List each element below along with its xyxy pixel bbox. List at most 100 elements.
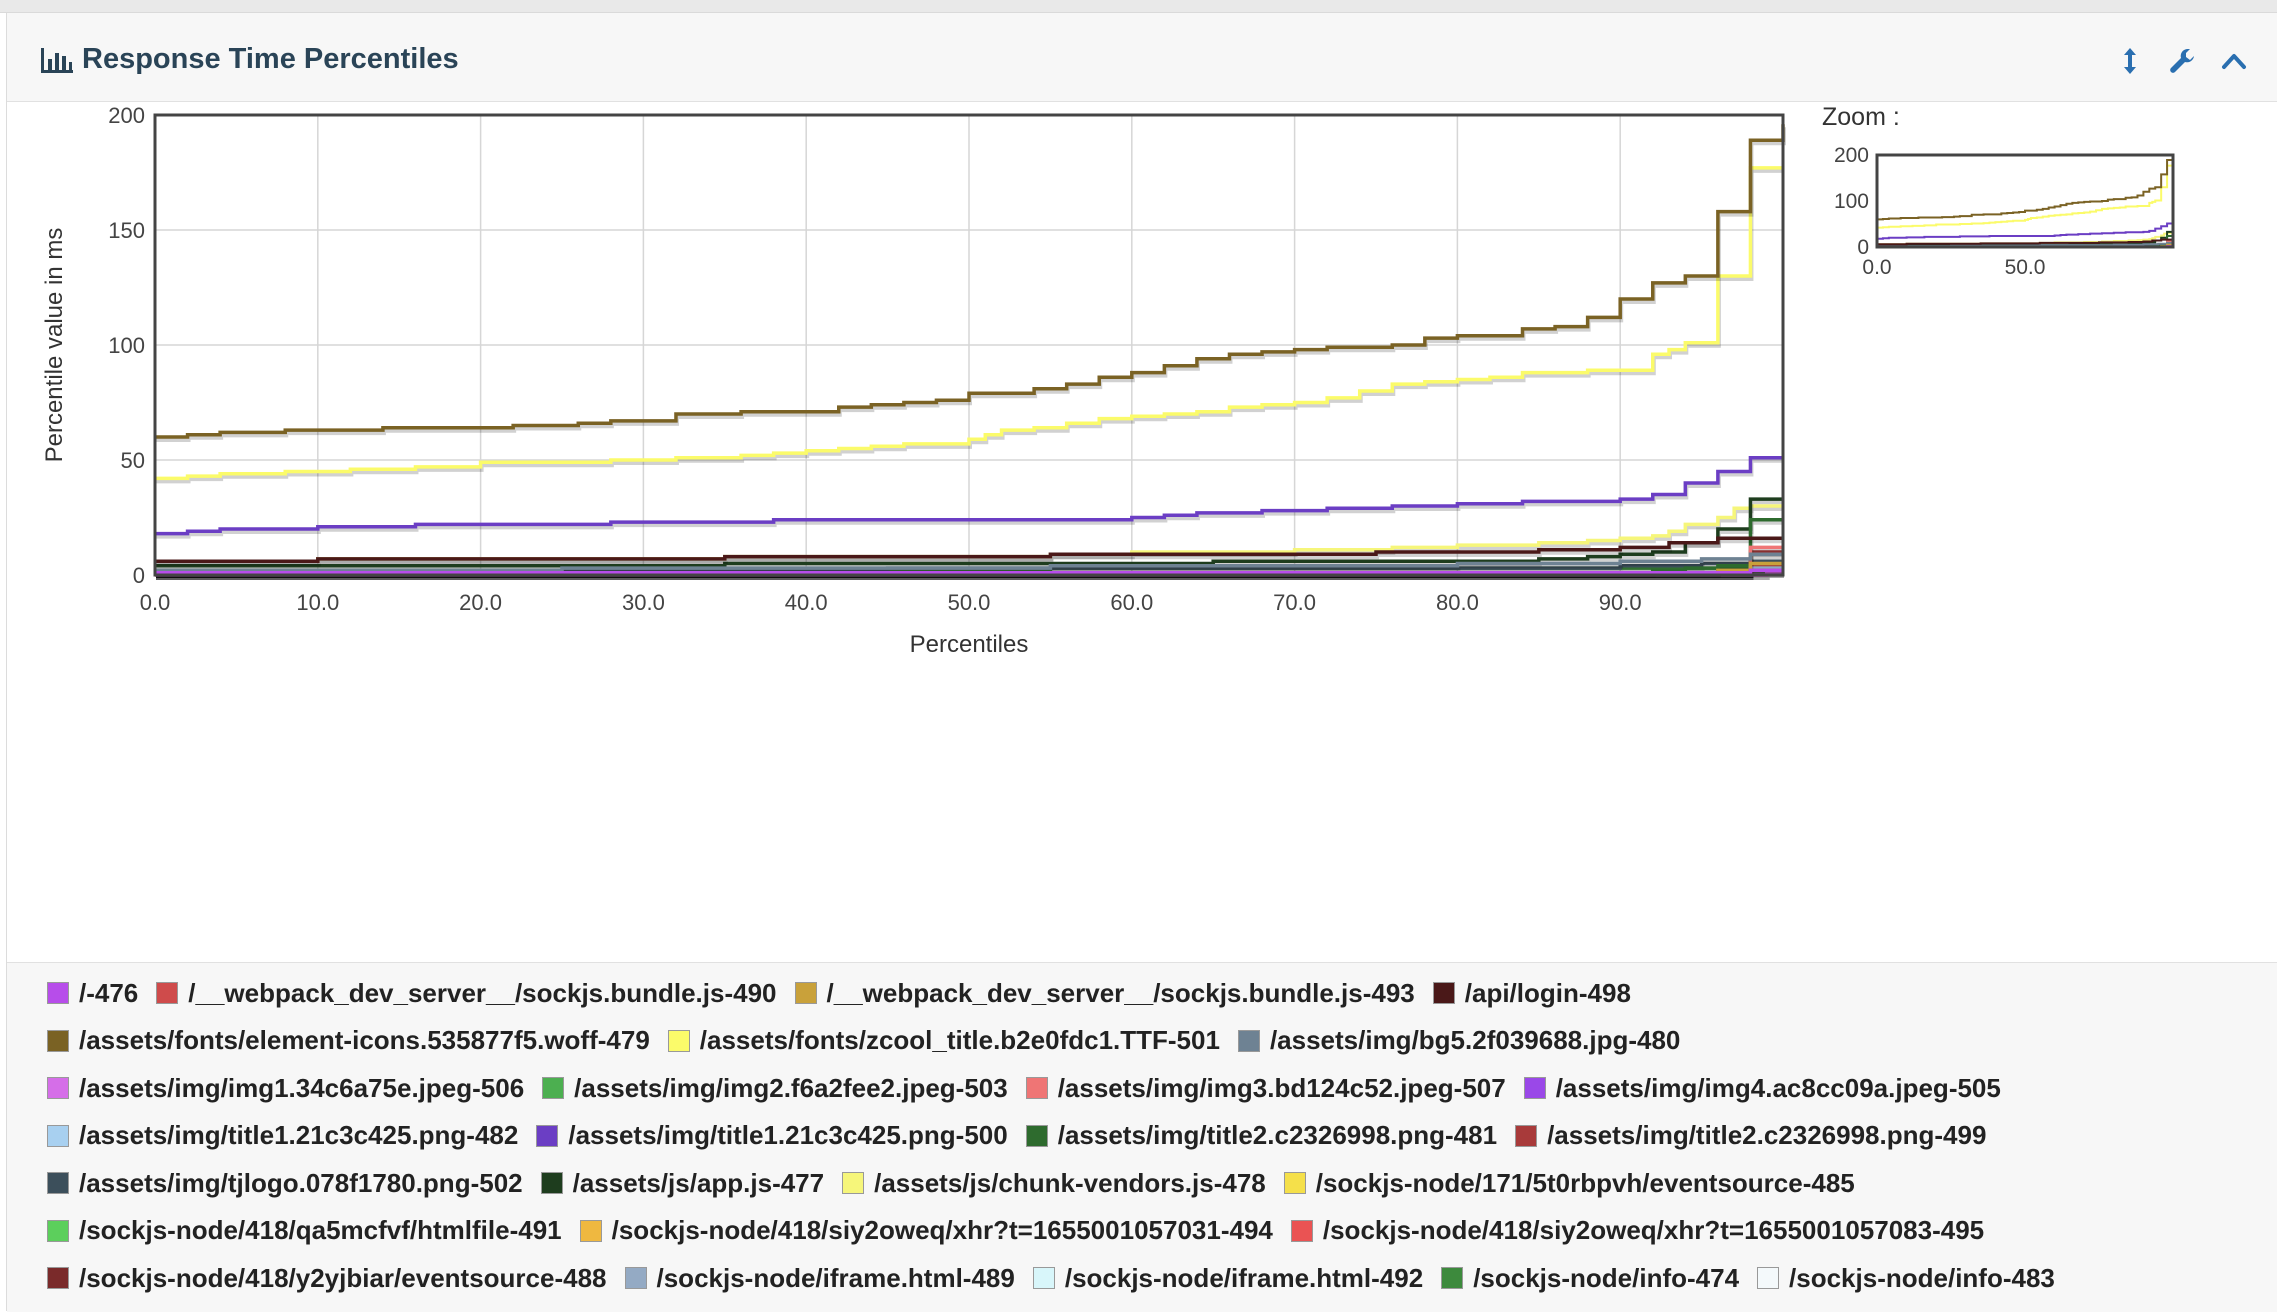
y-tick-label: 150 bbox=[108, 218, 145, 243]
legend-item[interactable]: /assets/img/img1.34c6a75e.jpeg-506 bbox=[47, 1070, 524, 1106]
legend-item[interactable]: /sockjs-node/iframe.html-492 bbox=[1033, 1260, 1423, 1296]
legend-item[interactable]: /sockjs-node/iframe.html-489 bbox=[625, 1260, 1015, 1296]
y-tick-label: 200 bbox=[108, 103, 145, 128]
zoom-label: Zoom : bbox=[1822, 103, 1900, 131]
legend-label: /sockjs-node/418/y2yjbiar/eventsource-48… bbox=[79, 1263, 607, 1294]
legend-swatch bbox=[668, 1030, 690, 1052]
legend-item[interactable]: /sockjs-node/171/5t0rbpvh/eventsource-48… bbox=[1284, 1165, 1855, 1201]
legend-label: /sockjs-node/418/siy2oweq/xhr?t=16550010… bbox=[1323, 1215, 1984, 1246]
legend-swatch bbox=[156, 982, 178, 1004]
legend-label: /assets/img/tjlogo.078f1780.png-502 bbox=[79, 1168, 523, 1199]
legend-row: /assets/fonts/element-icons.535877f5.wof… bbox=[47, 1023, 1698, 1059]
x-tick-label: 70.0 bbox=[1273, 590, 1316, 615]
legend-swatch bbox=[47, 1030, 69, 1052]
legend-item[interactable]: /sockjs-node/418/qa5mcfvf/htmlfile-491 bbox=[47, 1213, 562, 1249]
legend-label: /assets/img/img1.34c6a75e.jpeg-506 bbox=[79, 1073, 524, 1104]
legend-item[interactable]: /sockjs-node/418/y2yjbiar/eventsource-48… bbox=[47, 1260, 607, 1296]
legend-swatch bbox=[47, 982, 69, 1004]
legend-item[interactable]: /sockjs-node/418/siy2oweq/xhr?t=16550010… bbox=[1291, 1213, 1984, 1249]
legend-swatch bbox=[580, 1220, 602, 1242]
legend-swatch bbox=[1441, 1267, 1463, 1289]
legend-swatch bbox=[542, 1077, 564, 1099]
legend-item[interactable]: /assets/img/tjlogo.078f1780.png-502 bbox=[47, 1165, 523, 1201]
legend-label: /assets/fonts/zcool_title.b2e0fdc1.TTF-5… bbox=[700, 1025, 1220, 1056]
legend-item[interactable]: /assets/img/bg5.2f039688.jpg-480 bbox=[1238, 1023, 1680, 1059]
legend-swatch bbox=[1757, 1267, 1779, 1289]
legend-swatch bbox=[1433, 982, 1455, 1004]
bar-chart-icon bbox=[39, 45, 75, 75]
panel-title: Response Time Percentiles bbox=[82, 43, 459, 76]
x-tick-label: 30.0 bbox=[622, 590, 665, 615]
legend-item[interactable]: /assets/img/img4.ac8cc09a.jpeg-505 bbox=[1524, 1070, 2001, 1106]
legend-item[interactable]: /assets/img/title1.21c3c425.png-482 bbox=[47, 1118, 518, 1154]
wrench-icon[interactable] bbox=[2166, 45, 2198, 77]
legend-label: /sockjs-node/418/qa5mcfvf/htmlfile-491 bbox=[79, 1215, 562, 1246]
x-tick-label: 90.0 bbox=[1599, 590, 1642, 615]
x-tick-label: 0.0 bbox=[140, 590, 171, 615]
legend-label: /assets/img/title2.c2326998.png-499 bbox=[1547, 1120, 1986, 1151]
legend-label: /assets/fonts/element-icons.535877f5.wof… bbox=[79, 1025, 650, 1056]
legend-row: /assets/img/img1.34c6a75e.jpeg-506/asset… bbox=[47, 1070, 2019, 1106]
y-tick-label: 50 bbox=[121, 448, 145, 473]
y-tick-label: 0 bbox=[133, 563, 145, 588]
legend-item[interactable]: /sockjs-node/info-483 bbox=[1757, 1260, 2055, 1296]
legend-label: /sockjs-node/418/siy2oweq/xhr?t=16550010… bbox=[612, 1215, 1273, 1246]
legend-swatch bbox=[541, 1172, 563, 1194]
legend-item[interactable]: /assets/js/app.js-477 bbox=[541, 1165, 824, 1201]
legend-item[interactable]: /sockjs-node/info-474 bbox=[1441, 1260, 1739, 1296]
top-strip bbox=[0, 0, 2277, 13]
x-axis-label: Percentiles bbox=[910, 631, 1029, 658]
legend-item[interactable]: /assets/img/title2.c2326998.png-499 bbox=[1515, 1118, 1986, 1154]
legend-item[interactable]: /assets/img/title1.21c3c425.png-500 bbox=[536, 1118, 1007, 1154]
legend-item[interactable]: /__webpack_dev_server__/sockjs.bundle.js… bbox=[156, 975, 776, 1011]
panel-header: Response Time Percentiles bbox=[7, 13, 2277, 102]
resize-vertical-icon[interactable] bbox=[2114, 45, 2146, 77]
legend-item[interactable]: /assets/fonts/element-icons.535877f5.wof… bbox=[47, 1023, 650, 1059]
legend-swatch bbox=[1026, 1125, 1048, 1147]
legend-label: /-476 bbox=[79, 978, 138, 1009]
legend-swatch bbox=[47, 1220, 69, 1242]
legend-item[interactable]: /assets/fonts/zcool_title.b2e0fdc1.TTF-5… bbox=[668, 1023, 1220, 1059]
legend-item[interactable]: /api/login-498 bbox=[1433, 975, 1631, 1011]
zoom-y-tick-label: 100 bbox=[1834, 190, 1869, 213]
x-tick-label: 80.0 bbox=[1436, 590, 1479, 615]
legend-label: /sockjs-node/iframe.html-489 bbox=[657, 1263, 1015, 1294]
legend-item[interactable]: /assets/js/chunk-vendors.js-478 bbox=[842, 1165, 1266, 1201]
legend-item[interactable]: /sockjs-node/418/siy2oweq/xhr?t=16550010… bbox=[580, 1213, 1273, 1249]
legend-swatch bbox=[1033, 1267, 1055, 1289]
y-axis-label: Percentile value in ms bbox=[41, 228, 68, 463]
legend-label: /assets/img/title1.21c3c425.png-482 bbox=[79, 1120, 518, 1151]
legend-swatch bbox=[625, 1267, 647, 1289]
legend-swatch bbox=[1026, 1077, 1048, 1099]
legend-item[interactable]: /assets/img/img3.bd124c52.jpeg-507 bbox=[1026, 1070, 1506, 1106]
legend-label: /sockjs-node/info-474 bbox=[1473, 1263, 1739, 1294]
legend-label: /assets/img/title1.21c3c425.png-500 bbox=[568, 1120, 1007, 1151]
legend-item[interactable]: /assets/img/img2.f6a2fee2.jpeg-503 bbox=[542, 1070, 1008, 1106]
legend-row: /assets/img/title1.21c3c425.png-482/asse… bbox=[47, 1118, 2004, 1154]
legend-row: /sockjs-node/418/qa5mcfvf/htmlfile-491/s… bbox=[47, 1213, 2002, 1249]
legend-row: /-476 /__webpack_dev_server__/sockjs.bund… bbox=[47, 975, 1649, 1011]
legend-row: /assets/img/tjlogo.078f1780.png-502/asse… bbox=[47, 1165, 1873, 1201]
zoom-y-tick-label: 200 bbox=[1834, 144, 1869, 167]
legend-label: /__webpack_dev_server__/sockjs.bundle.js… bbox=[827, 978, 1415, 1009]
legend-label: /assets/img/img4.ac8cc09a.jpeg-505 bbox=[1556, 1073, 2001, 1104]
legend-label: /assets/img/img2.f6a2fee2.jpeg-503 bbox=[574, 1073, 1008, 1104]
legend-swatch bbox=[47, 1125, 69, 1147]
x-tick-label: 60.0 bbox=[1110, 590, 1153, 615]
chevron-up-icon[interactable] bbox=[2218, 45, 2250, 77]
legend-swatch bbox=[1291, 1220, 1313, 1242]
legend-item[interactable]: /-476 bbox=[47, 975, 138, 1011]
legend-label: /assets/img/img3.bd124c52.jpeg-507 bbox=[1058, 1073, 1506, 1104]
legend-swatch bbox=[47, 1077, 69, 1099]
legend-swatch bbox=[1284, 1172, 1306, 1194]
x-tick-label: 40.0 bbox=[785, 590, 828, 615]
zoom-x-tick-label: 0.0 bbox=[1862, 256, 1891, 279]
legend-item[interactable]: /__webpack_dev_server__/sockjs.bundle.js… bbox=[795, 975, 1415, 1011]
legend-label: /sockjs-node/iframe.html-492 bbox=[1065, 1263, 1423, 1294]
legend-swatch bbox=[1238, 1030, 1260, 1052]
legend-swatch bbox=[47, 1267, 69, 1289]
legend-item[interactable]: /assets/img/title2.c2326998.png-481 bbox=[1026, 1118, 1497, 1154]
legend-swatch bbox=[47, 1172, 69, 1194]
